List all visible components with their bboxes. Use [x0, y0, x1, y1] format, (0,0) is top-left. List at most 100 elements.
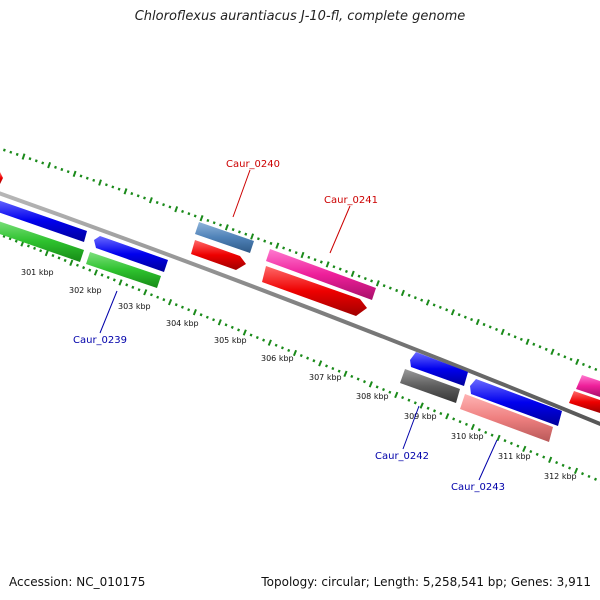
ring-tick-major — [167, 299, 173, 306]
ring-tick-minor — [306, 356, 310, 360]
ring-tick-minor — [513, 335, 517, 339]
label-caur-0240[interactable]: Caur_0240 — [226, 159, 280, 170]
leader-caur-0239 — [99, 290, 118, 334]
ring-tick-major — [573, 467, 579, 474]
ring-tick-major — [343, 370, 348, 377]
gene-red-edge[interactable] — [569, 391, 600, 413]
ring-tick-major — [496, 434, 501, 442]
leader-caur-0240 — [232, 169, 251, 218]
label-caur-0242[interactable]: Caur_0242 — [375, 451, 429, 462]
ring-tick-minor — [470, 317, 474, 322]
gene-reverse-blue-303[interactable] — [94, 236, 168, 272]
ring-tick-minor — [413, 401, 417, 405]
ring-tick-minor — [401, 395, 405, 400]
tick-label: 307 kbp — [309, 373, 342, 382]
ring-tick-minor — [244, 232, 248, 236]
label-caur-0243[interactable]: Caur_0243 — [451, 482, 505, 493]
ring-tick-minor — [2, 148, 6, 152]
ring-tick-major — [250, 233, 255, 240]
ring-tick-minor — [112, 278, 116, 282]
ring-tick-major — [419, 402, 424, 409]
gene-red-tip-left[interactable] — [0, 172, 3, 184]
gene-reverse-blue-311[interactable] — [470, 379, 562, 426]
ring-tick-major — [394, 391, 399, 399]
ring-tick-minor — [149, 293, 153, 297]
ring-tick-major — [368, 381, 373, 388]
ring-tick-minor — [413, 296, 417, 300]
ring-tick-minor — [388, 286, 392, 290]
ring-tick-major — [44, 249, 49, 257]
gene-caur-0240-box[interactable] — [195, 222, 254, 253]
ring-tick-minor — [356, 377, 360, 381]
ring-tick-minor — [15, 152, 19, 156]
ring-tick-minor — [338, 267, 342, 271]
label-caur-0239[interactable]: Caur_0239 — [73, 335, 127, 346]
ring-tick-minor — [249, 333, 253, 337]
ring-tick-minor — [484, 430, 488, 435]
gene-labels: Caur_0240 Caur_0241 Caur_0239 Caur_0242 … — [73, 159, 505, 493]
gene-red-305[interactable] — [191, 240, 246, 270]
gene-red-306[interactable] — [262, 266, 367, 316]
ring-tick-minor — [137, 288, 141, 292]
ring-tick-minor — [263, 239, 267, 243]
ring-tick-minor — [106, 275, 110, 280]
ring-tick-minor — [488, 325, 492, 329]
label-caur-0241[interactable]: Caur_0241 — [324, 195, 378, 206]
ring-tick-minor — [561, 463, 565, 467]
gene-caur-0239-box[interactable] — [86, 252, 161, 288]
gene-reverse-blue-309[interactable] — [410, 352, 468, 386]
genes-forward — [0, 172, 600, 426]
ring-tick-minor — [111, 185, 115, 189]
tick-label: 308 kbp — [356, 392, 389, 401]
ring-tick-major — [292, 349, 298, 357]
ring-tick-minor — [269, 241, 273, 245]
ring-tick-minor — [66, 170, 70, 174]
ring-tick-major — [548, 456, 553, 463]
ring-tick-minor — [382, 284, 386, 288]
ring-tick-minor — [532, 342, 536, 346]
ring-tick-minor — [458, 420, 462, 424]
ring-tick-minor — [557, 352, 561, 356]
ring-tick-minor — [230, 325, 234, 329]
ring-tick-minor — [212, 221, 216, 225]
ring-tick-minor — [426, 406, 430, 410]
ring-tick-minor — [438, 305, 442, 309]
ring-tick-major — [242, 329, 247, 336]
tick-label: 302 kbp — [69, 286, 102, 295]
ring-tick-minor — [581, 362, 585, 366]
ring-tick-minor — [332, 265, 336, 269]
tick-label: 310 kbp — [451, 432, 484, 441]
ring-tick-minor — [509, 441, 513, 445]
ring-tick-minor — [432, 303, 436, 307]
ring-tick-minor — [131, 285, 135, 289]
gene-pink-edge[interactable] — [576, 375, 600, 397]
ring-tick-minor — [563, 355, 567, 359]
ring-tick-minor — [594, 367, 598, 372]
ring-tick-minor — [375, 385, 379, 389]
ring-tick-minor — [28, 157, 32, 161]
gene-caur-0243-box[interactable] — [460, 394, 553, 442]
ring-tick-minor — [555, 460, 559, 465]
gene-caur-0242-box[interactable] — [400, 369, 460, 403]
ring-tick-minor — [588, 365, 592, 369]
ring-tick-minor — [319, 260, 323, 264]
gene-green-1[interactable] — [0, 220, 84, 262]
ring-tick-minor — [299, 353, 303, 358]
ring-tick-minor — [350, 374, 354, 379]
ring-tick-minor — [92, 178, 96, 182]
ring-tick-minor — [41, 161, 45, 165]
ring-tick-major — [21, 153, 26, 160]
ring-tick-minor — [255, 335, 259, 340]
tick-label: 304 kbp — [166, 319, 199, 328]
ring-tick-minor — [231, 228, 235, 232]
ring-tick-minor — [88, 268, 92, 272]
ring-tick-major — [550, 348, 555, 355]
ring-tick-minor — [162, 298, 166, 302]
ring-tick-major — [450, 309, 455, 316]
genome-summary-text: Topology: circular; Length: 5,258,541 bp… — [261, 575, 591, 589]
leader-caur-0242 — [402, 405, 420, 450]
ring-tick-minor — [85, 176, 89, 180]
gene-forward-1[interactable] — [0, 199, 87, 242]
ring-tick-minor — [63, 258, 67, 262]
gene-caur-0241-box[interactable] — [266, 249, 376, 300]
